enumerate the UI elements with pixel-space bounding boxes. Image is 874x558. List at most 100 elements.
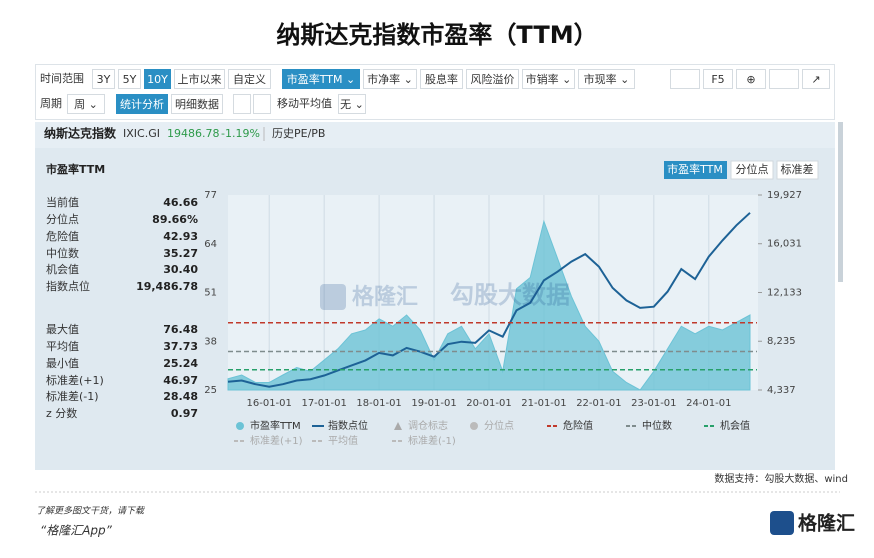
y2-tick-label: 8,235 <box>767 336 796 347</box>
stat-label: 最小值 <box>46 357 79 370</box>
stat-value: 19,486.78 <box>136 280 198 293</box>
icon-button[interactable] <box>233 94 251 114</box>
logo-icon <box>770 511 794 535</box>
stat-value: 37.73 <box>163 340 198 353</box>
watermark: 格隆汇 勾股大数据 <box>320 281 570 310</box>
icon-button[interactable] <box>769 69 799 89</box>
x-tick-label: 23-01-01 <box>631 398 676 409</box>
scrollbar <box>838 122 843 282</box>
index-name: 纳斯达克指数 <box>44 126 117 141</box>
stat-value: 35.27 <box>163 247 198 260</box>
stat-label: z 分数 <box>46 407 77 420</box>
legend-label: 危险值 <box>563 419 593 432</box>
legend-label: 分位点 <box>484 419 514 432</box>
legend-label: 调仓标志 <box>408 419 448 432</box>
stat-value: 42.93 <box>163 230 198 243</box>
button[interactable]: 10Y <box>144 69 171 89</box>
dropdown[interactable]: 市净率 ⌄ <box>363 69 417 89</box>
panel-title: 市盈率TTM <box>46 162 105 176</box>
promo: 了解更多图文干货，请下载 <box>36 506 145 517</box>
stat-value: 0.97 <box>171 407 198 420</box>
x-tick-label: 18-01-01 <box>356 398 401 409</box>
stat-label: 标准差(+1) <box>46 373 104 387</box>
dropdown[interactable]: 市现率 ⌄ <box>578 69 635 89</box>
button[interactable]: 3Y <box>92 69 115 89</box>
legend-marker <box>236 422 244 430</box>
chart-panel <box>35 148 835 470</box>
x-tick-label: 16-01-01 <box>247 398 292 409</box>
link: 历史PE/PB <box>272 127 325 140</box>
tab-label: 标准差 <box>781 162 814 176</box>
button[interactable]: 明细数据 <box>171 94 223 114</box>
icon-button[interactable] <box>670 69 700 89</box>
x-tick-label: 20-01-01 <box>466 398 511 409</box>
y-tick-label: 64 <box>204 239 217 250</box>
stat-label: 机会值 <box>46 262 79 276</box>
stat-value: 28.48 <box>163 390 198 403</box>
pe-area <box>227 219 751 391</box>
legend-label: 指数点位 <box>328 419 368 432</box>
icon-button[interactable]: ↗ <box>802 69 830 89</box>
stat-value: 46.66 <box>163 196 198 209</box>
x-tick-label: 19-01-01 <box>411 398 456 409</box>
button[interactable]: 上市以来 <box>174 69 225 89</box>
app-name: “格隆汇App” <box>40 524 113 538</box>
button[interactable]: 5Y <box>118 69 141 89</box>
legend-label: 标准差(+1) <box>250 434 303 447</box>
label: 移动平均值 <box>277 97 332 110</box>
legend-label: 机会值 <box>720 419 750 432</box>
stat-value: 89.66% <box>152 213 198 226</box>
y2-tick-label: 19,927 <box>767 190 802 201</box>
dropdown[interactable]: 周 ⌄ <box>67 94 105 114</box>
stat-label: 危险值 <box>46 229 79 243</box>
button[interactable]: 风险溢价 <box>466 69 519 89</box>
legend-marker <box>470 422 478 430</box>
tab <box>776 160 819 180</box>
dropdown[interactable]: 市销率 ⌄ <box>522 69 575 89</box>
stat-label: 标准差(-1) <box>46 389 99 403</box>
stat-label: 平均值 <box>46 340 79 353</box>
icon-button[interactable] <box>253 94 271 114</box>
watermark-text: 格隆汇 <box>352 284 418 310</box>
tab-label: 分位点 <box>736 162 769 176</box>
label: 时间范围 <box>40 72 84 85</box>
plot-area <box>228 195 758 390</box>
dropdown[interactable]: 无 ⌄ <box>338 94 366 114</box>
dropdown[interactable]: 市盈率TTM ⌄ <box>282 69 360 89</box>
y2-tick-label: 12,133 <box>767 287 802 298</box>
button[interactable]: 股息率 <box>420 69 463 89</box>
button[interactable]: 统计分析 <box>116 94 168 114</box>
y-tick-label: 38 <box>204 336 217 347</box>
legend-label: 市盈率TTM <box>250 419 301 432</box>
stat-value: 30.40 <box>163 263 198 276</box>
card <box>35 122 835 470</box>
legend-label: 标准差(-1) <box>408 434 456 447</box>
legend-label: 平均值 <box>328 434 358 447</box>
index-change: -1.19% <box>221 127 260 140</box>
index-code: IXIC.GI <box>123 127 160 140</box>
tab <box>664 161 727 179</box>
logo: 格隆汇 <box>798 512 855 535</box>
label: 周期 <box>40 97 62 110</box>
index-price: 19486.78 <box>167 127 220 140</box>
x-tick-label: 21-01-01 <box>521 398 566 409</box>
tab-label: 市盈率TTM <box>667 162 723 176</box>
legend-marker <box>394 422 402 430</box>
index-line <box>227 212 751 388</box>
stat-label: 指数点位 <box>46 279 90 293</box>
watermark-text: 勾股大数据 <box>450 281 570 309</box>
stat-value: 25.24 <box>163 357 198 370</box>
stat-label: 分位点 <box>46 212 79 226</box>
page-title: 纳斯达克指数市盈率（TTM） <box>276 21 597 49</box>
y-tick-label: 25 <box>204 385 217 396</box>
button[interactable]: F5 <box>703 69 733 89</box>
toolbar <box>35 64 835 120</box>
icon-button[interactable]: ⊕ <box>736 69 766 89</box>
button[interactable]: 自定义 <box>228 69 271 89</box>
source: 数据支持：勾股大数据、wind <box>714 472 848 485</box>
tab <box>730 160 774 180</box>
x-tick-label: 24-01-01 <box>686 398 731 409</box>
y2-tick-label: 4,337 <box>767 385 796 396</box>
y-tick-label: 51 <box>204 288 217 299</box>
